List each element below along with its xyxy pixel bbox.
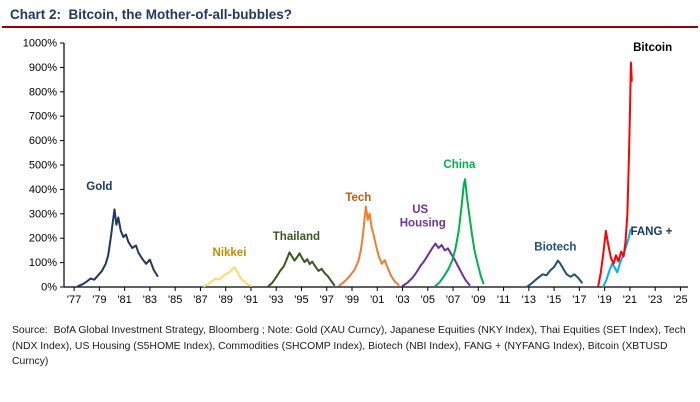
x-tick-label: '17 xyxy=(572,294,586,306)
y-tick-label: 0% xyxy=(41,282,57,294)
x-tick-label: '79 xyxy=(92,294,106,306)
x-tick-label: '85 xyxy=(168,294,182,306)
series-line-tech xyxy=(338,205,400,287)
series-line-thailand xyxy=(267,251,336,287)
chart-header: Chart 2: Bitcoin, the Mother-of-all-bubb… xyxy=(0,0,700,22)
y-tick-label: 300% xyxy=(29,208,57,220)
series-label-us-housing: Housing xyxy=(400,217,446,229)
series-line-fang xyxy=(602,228,632,288)
y-tick-label: 100% xyxy=(29,257,57,269)
series-line-gold xyxy=(76,208,159,288)
x-tick-label: '95 xyxy=(294,294,308,306)
series-label-nikkei: Nikkei xyxy=(213,247,247,259)
x-tick-label: '91 xyxy=(244,294,258,306)
x-tick-label: '07 xyxy=(446,294,460,306)
x-tick-label: '89 xyxy=(219,294,233,306)
bubble-chart: 0% 100% 200% 300% 400% 500% 600% 700% 800% 900% 10… xyxy=(23,38,688,306)
series-label-thailand: Thailand xyxy=(273,231,320,243)
chart-page: Chart 2: Bitcoin, the Mother-of-all-bubb… xyxy=(0,0,700,368)
x-tick-label: '19 xyxy=(597,294,611,306)
series-label-fang: FANG + xyxy=(630,226,672,238)
x-tick-label: '21 xyxy=(623,294,637,306)
x-tick-label: '15 xyxy=(547,294,561,306)
x-tick-label: '01 xyxy=(370,294,384,306)
x-tick-label: '83 xyxy=(143,294,157,306)
y-tick-label: 800% xyxy=(29,86,57,98)
y-tick-label: 200% xyxy=(29,233,57,245)
x-tick-label: '77 xyxy=(67,294,81,306)
y-tick-label: 400% xyxy=(29,184,57,196)
series-line-china xyxy=(434,178,485,287)
y-tick-label: 700% xyxy=(29,111,57,123)
x-tick-label: '87 xyxy=(193,294,207,306)
chart-title: Chart 2: Bitcoin, the Mother-of-all-bubb… xyxy=(10,7,292,22)
series-label-biotech: Biotech xyxy=(534,241,576,253)
x-tick-label: '81 xyxy=(117,294,131,306)
y-tick-label: 1000% xyxy=(23,38,57,50)
series-label-gold: Gold xyxy=(86,181,112,193)
title-underline xyxy=(2,26,698,28)
x-tick-label: '25 xyxy=(673,294,687,306)
series-label-bitcoin: Bitcoin xyxy=(633,42,672,54)
series-label-tech: Tech xyxy=(345,192,371,204)
x-tick-label: '03 xyxy=(395,294,409,306)
series-line-bitcoin xyxy=(597,61,633,287)
x-tick-label: '93 xyxy=(269,294,283,306)
source-note: Source: BofA Global Investment Strategy,… xyxy=(12,325,689,368)
x-tick-label: '23 xyxy=(648,294,662,306)
x-tick-label: '09 xyxy=(471,294,485,306)
x-tick-label: '13 xyxy=(522,294,536,306)
y-tick-label: 900% xyxy=(29,62,57,74)
y-tick-label: 500% xyxy=(29,160,57,172)
x-tick-label: '99 xyxy=(345,294,359,306)
series-line-us-housing xyxy=(401,242,471,287)
series-line-biotech xyxy=(526,259,583,288)
y-tick-label: 600% xyxy=(29,135,57,147)
series-line-nikkei xyxy=(203,266,252,288)
series-label-china: China xyxy=(443,159,476,171)
x-tick-label: '05 xyxy=(421,294,435,306)
x-tick-label: '97 xyxy=(320,294,334,306)
series-label-us-housing: US xyxy=(412,204,428,216)
x-tick-label: '11 xyxy=(497,294,511,306)
